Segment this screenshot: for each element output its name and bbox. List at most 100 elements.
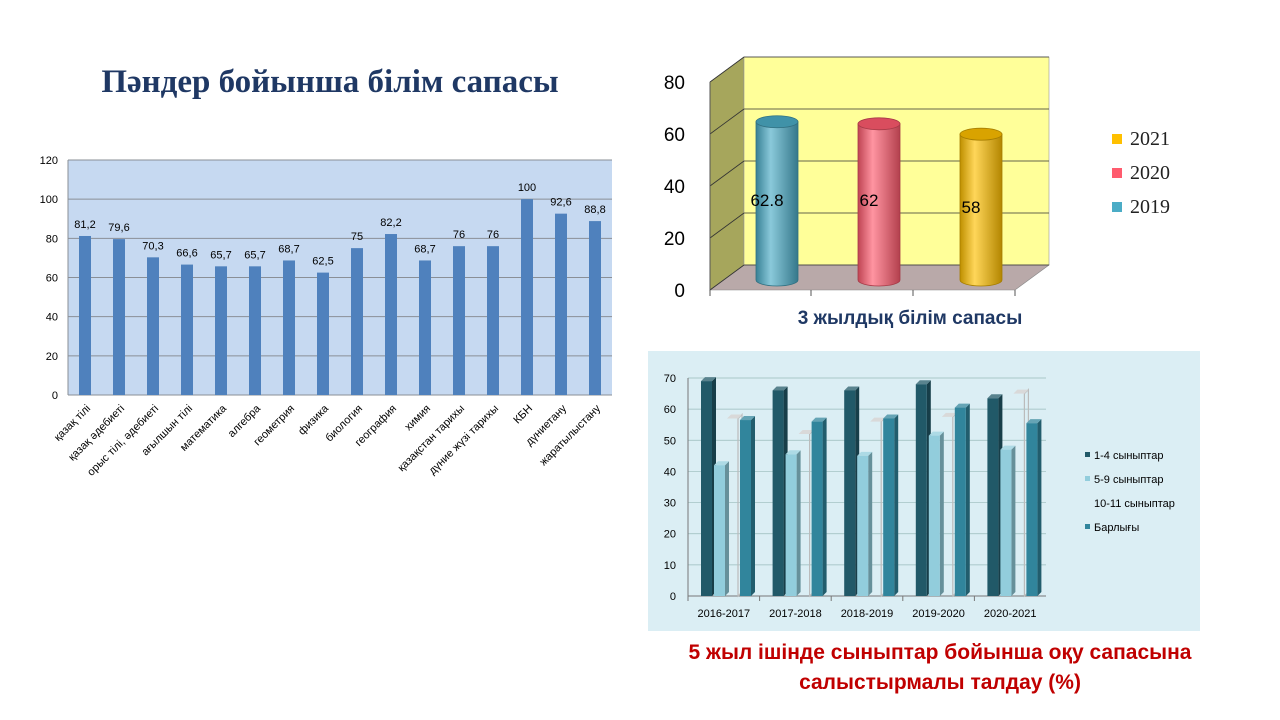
bar xyxy=(555,213,567,395)
bar xyxy=(883,418,895,596)
x-tick-label: 2019-2020 xyxy=(912,608,965,620)
bar-top xyxy=(785,450,801,455)
cylinder-top xyxy=(755,115,799,129)
y-tick-label: 60 xyxy=(664,404,676,416)
x-tick-label: 2016-2017 xyxy=(697,608,750,620)
bar xyxy=(487,246,499,395)
data-label: 88,8 xyxy=(584,204,605,216)
bar xyxy=(714,465,725,596)
five-year-chart: 0 10 20 30 40 50 60 70 2016-2017 2017-2018 2018-20… xyxy=(648,351,1200,631)
bar-top xyxy=(772,386,788,391)
data-label: 58 xyxy=(962,198,981,217)
x-tick-label: химия xyxy=(402,403,433,434)
bar-side xyxy=(965,403,970,596)
bar xyxy=(785,454,797,596)
bar xyxy=(915,384,927,596)
y-tick-label: 40 xyxy=(46,312,58,324)
y-tick-label: 120 xyxy=(40,155,58,167)
data-label: 92,6 xyxy=(550,197,571,209)
y-tick-label: 80 xyxy=(46,233,58,245)
bar-side xyxy=(796,450,801,596)
bar-top xyxy=(727,414,742,419)
bar xyxy=(351,248,363,395)
bar-top xyxy=(740,416,755,421)
bar xyxy=(987,398,999,596)
bar-top xyxy=(883,414,899,419)
bar-side xyxy=(868,451,873,596)
bar xyxy=(1026,423,1038,596)
bar-top xyxy=(941,412,957,417)
y-tick-label: 0 xyxy=(670,591,676,603)
cylinder-top xyxy=(959,127,1003,141)
gridline xyxy=(709,108,745,135)
legend-label: 1-4 сыныптар xyxy=(1094,450,1163,462)
x-tick-label: КБН xyxy=(511,403,535,427)
cylinder-body xyxy=(755,121,799,287)
bar xyxy=(589,221,601,395)
bar xyxy=(215,266,227,395)
y-tick-label: 20 xyxy=(664,529,676,541)
x-tick-label: 2017-2018 xyxy=(769,608,822,620)
bar xyxy=(79,235,91,395)
five-year-caption: 5 жыл ішінде сыныптар бойынша оқу сапасы… xyxy=(688,641,1192,694)
main-title: Пәндер бойынша білім сапасы xyxy=(101,64,559,100)
y-tick-label: 70 xyxy=(664,373,676,385)
data-label: 76 xyxy=(487,229,499,241)
legend-swatch xyxy=(1112,168,1122,178)
bar xyxy=(740,420,751,596)
cylinder-2020 xyxy=(857,117,901,287)
bar-top xyxy=(928,431,944,436)
gridline xyxy=(709,212,745,239)
bar-top xyxy=(811,417,827,422)
bar xyxy=(453,246,465,395)
data-label: 68,7 xyxy=(278,243,299,255)
y-tick-label: 60 xyxy=(46,273,58,285)
data-label: 65,7 xyxy=(244,249,265,261)
data-label: 75 xyxy=(351,231,363,243)
y-tick-label: 60 xyxy=(664,125,685,146)
three-year-caption: 3 жылдық білім сапасы xyxy=(797,308,1023,329)
data-label: 62,5 xyxy=(312,256,333,268)
bar-top xyxy=(798,430,814,435)
bar xyxy=(954,407,966,596)
x-tick-label: 2018-2019 xyxy=(841,608,894,620)
legend-swatch xyxy=(1112,202,1122,212)
data-label: 66,6 xyxy=(176,248,197,260)
bar xyxy=(147,257,159,395)
y-tick-label: 40 xyxy=(664,466,676,478)
three-year-chart: 0 20 40 60 80 62.8 62 58 2021 2020 2019 xyxy=(664,56,1170,302)
data-label: 82,2 xyxy=(380,217,401,229)
bar-side xyxy=(939,431,944,596)
y-tick-label: 0 xyxy=(674,281,685,302)
y-tick-label: 40 xyxy=(664,177,685,198)
bar xyxy=(113,239,125,395)
bar-top xyxy=(714,461,729,466)
x-tick-label: 2020-2021 xyxy=(984,608,1037,620)
bar xyxy=(317,272,329,395)
legend-swatch xyxy=(1085,452,1090,457)
bar xyxy=(772,390,784,596)
bar-side xyxy=(1037,419,1042,596)
bar-top xyxy=(915,380,931,385)
y-tick-label: 80 xyxy=(664,73,685,94)
legend-label: 10-11 сыныптар xyxy=(1094,498,1175,510)
legend-label: 2020 xyxy=(1130,162,1170,184)
y-tick-label: 20 xyxy=(664,229,685,250)
bar-side xyxy=(894,414,899,596)
cylinder-body xyxy=(857,123,901,287)
legend-swatch xyxy=(1085,476,1090,481)
bar-top xyxy=(1013,389,1029,394)
bar-side xyxy=(751,416,755,596)
gridline xyxy=(709,264,745,291)
bar-top xyxy=(987,394,1003,399)
bar xyxy=(521,199,533,395)
data-label: 76 xyxy=(453,229,465,241)
bar xyxy=(811,421,823,596)
y-tick-label: 20 xyxy=(46,351,58,363)
bar-top xyxy=(870,417,886,422)
y-tick-label: 10 xyxy=(664,560,676,572)
cylinder-body xyxy=(959,133,1003,287)
legend-label: Барлығы xyxy=(1094,522,1139,534)
bar xyxy=(283,260,295,395)
